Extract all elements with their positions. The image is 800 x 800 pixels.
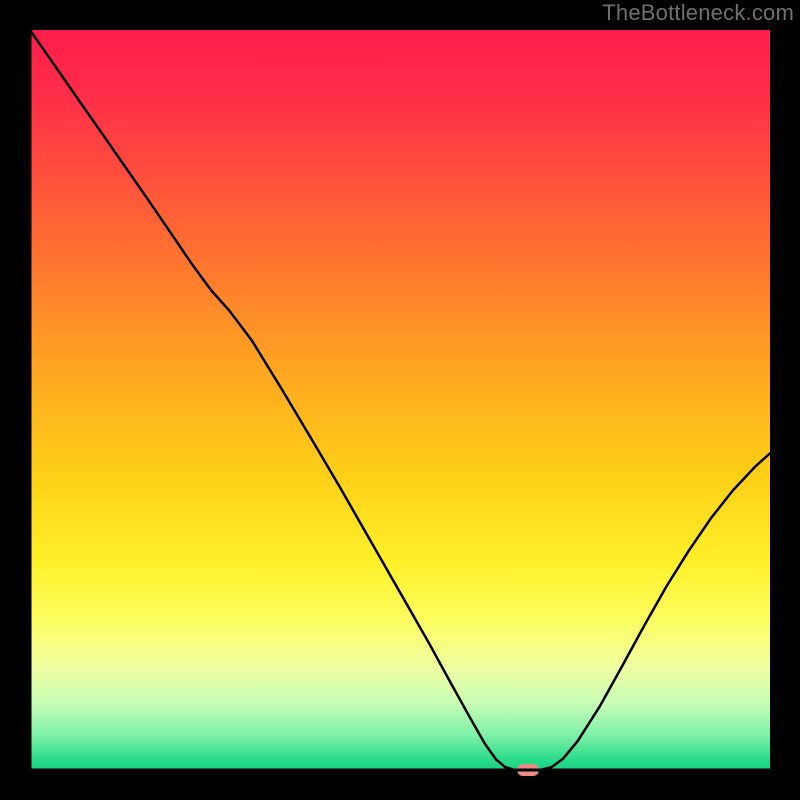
- bottleneck-chart: [0, 0, 800, 800]
- plot-background: [30, 30, 770, 770]
- chart-stage: TheBottleneck.com: [0, 0, 800, 800]
